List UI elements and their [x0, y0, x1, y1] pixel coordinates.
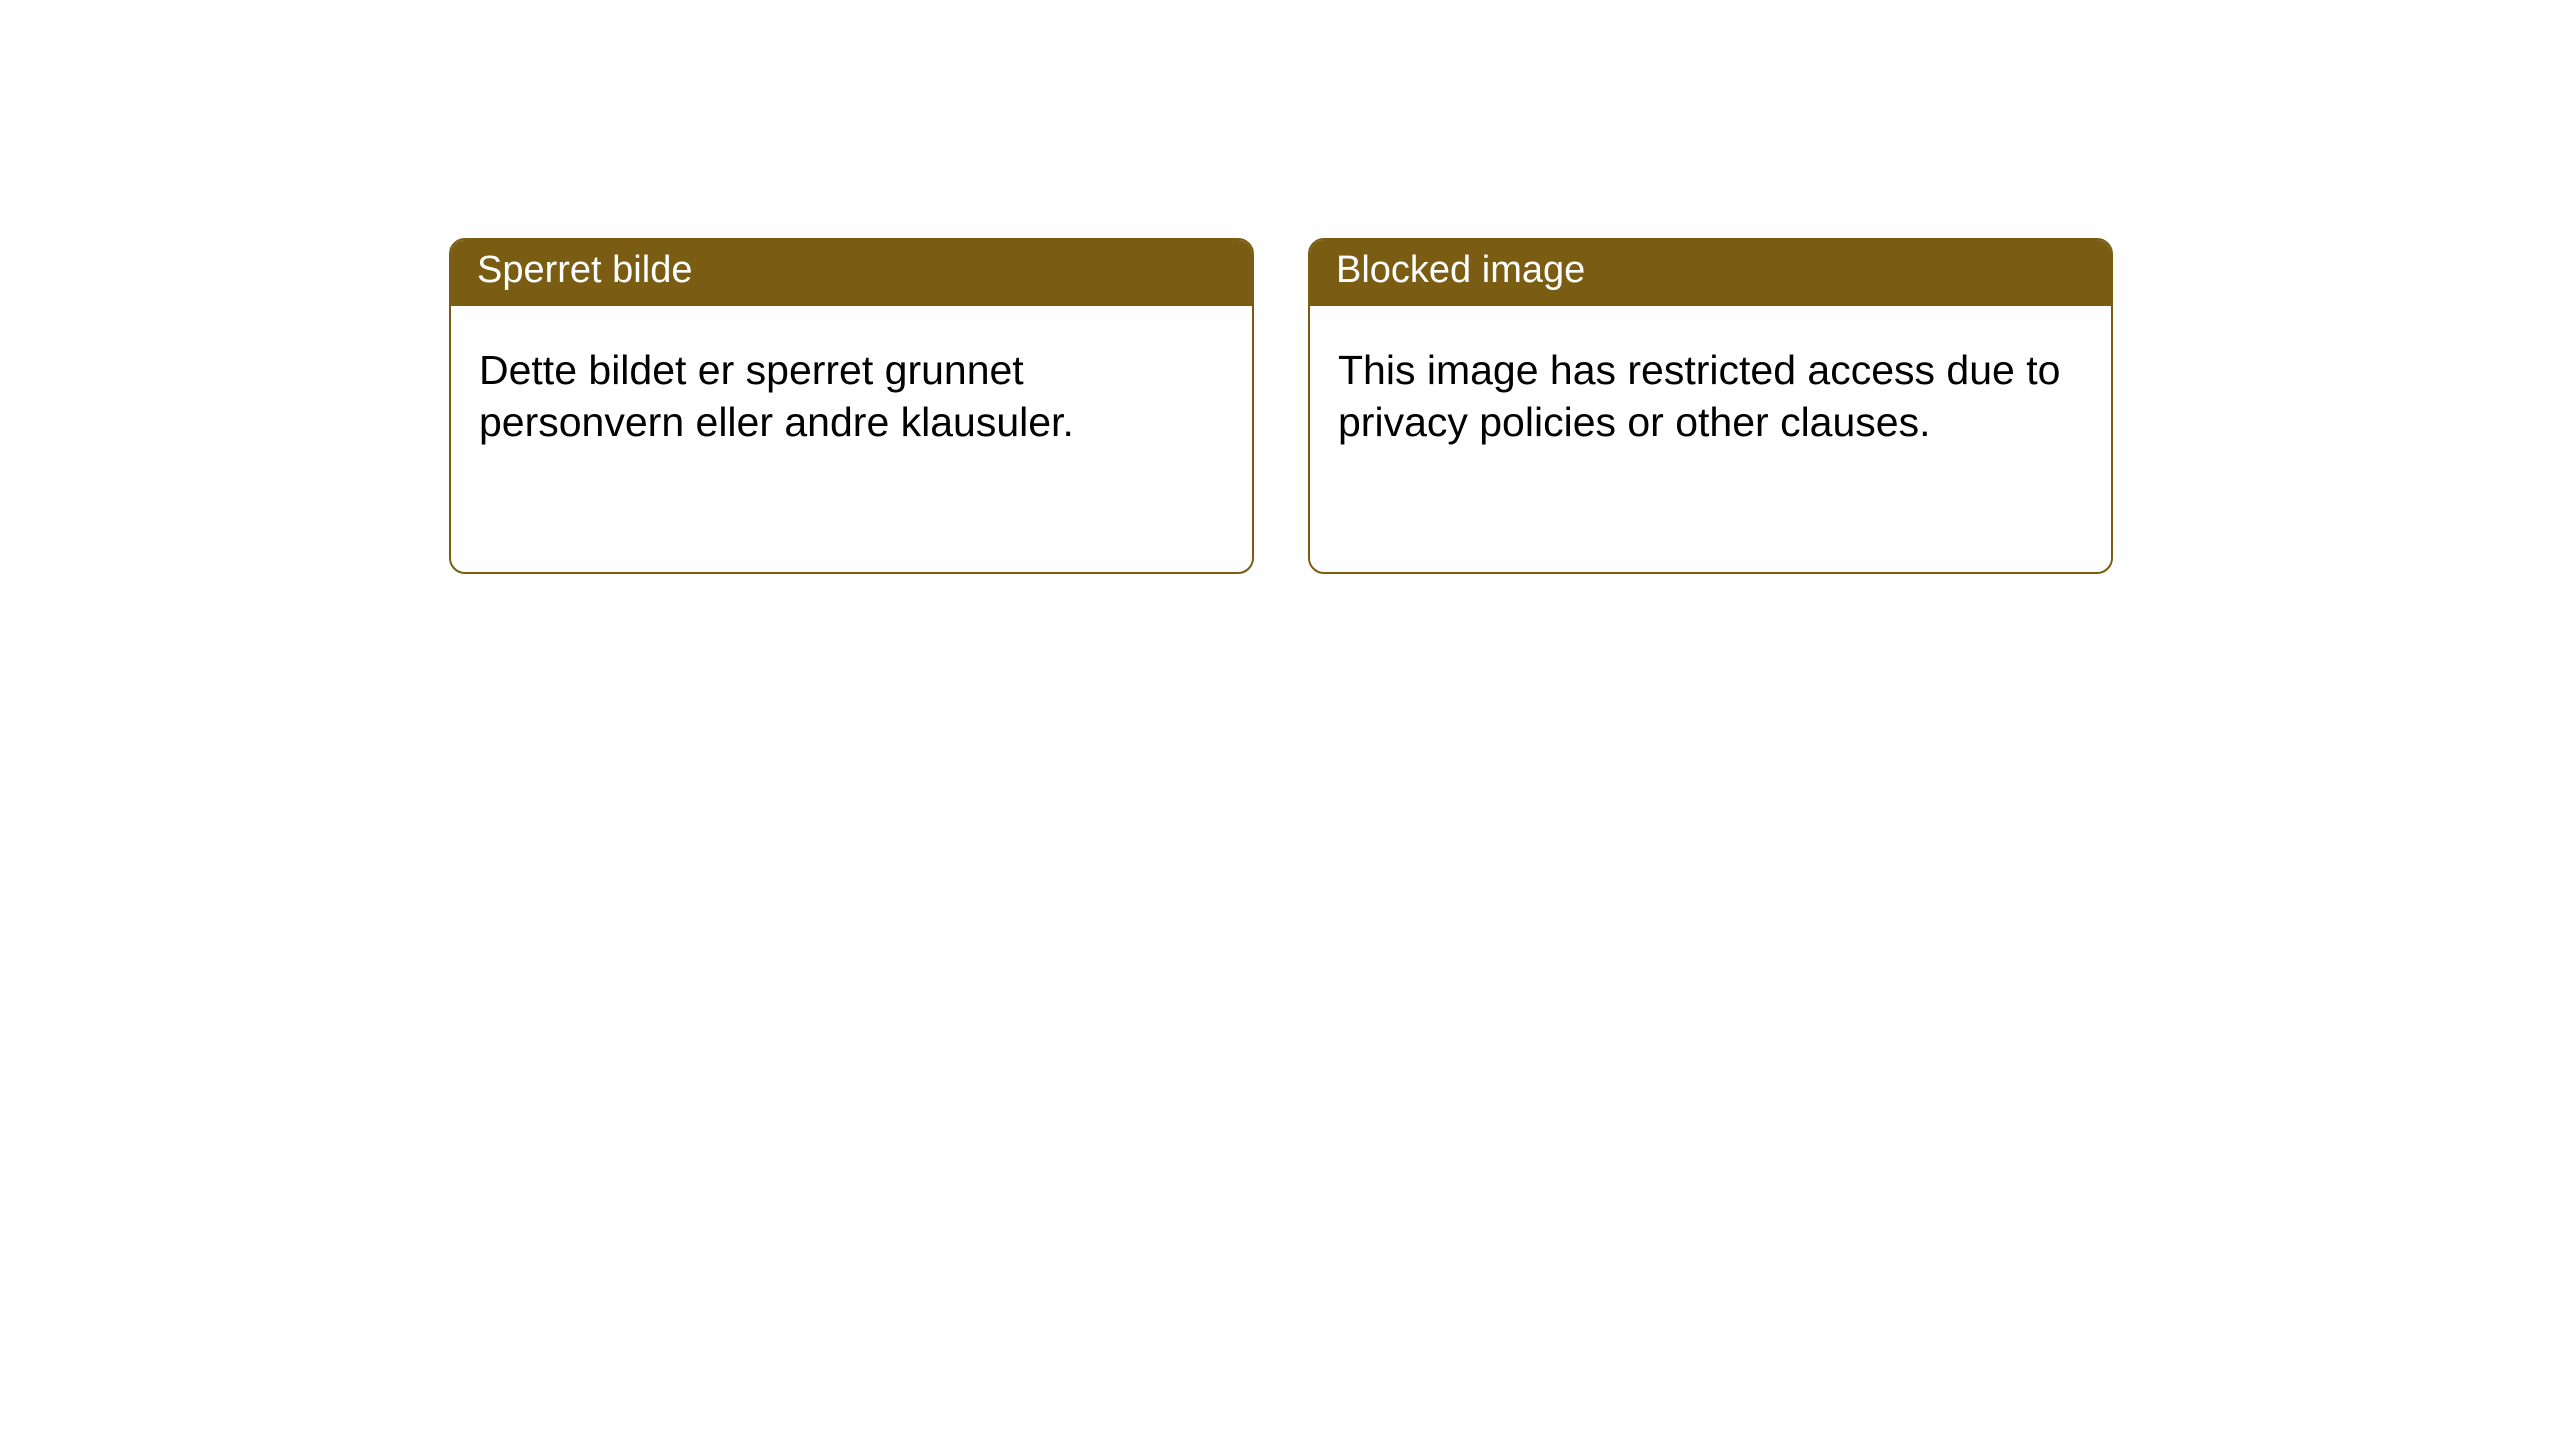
notice-card-english: Blocked image This image has restricted …	[1308, 238, 2113, 574]
notice-card-norwegian: Sperret bilde Dette bildet er sperret gr…	[449, 238, 1254, 574]
notice-container: Sperret bilde Dette bildet er sperret gr…	[0, 0, 2560, 574]
notice-body-norwegian: Dette bildet er sperret grunnet personve…	[451, 306, 1252, 486]
notice-header-norwegian: Sperret bilde	[451, 240, 1252, 306]
notice-body-english: This image has restricted access due to …	[1310, 306, 2111, 486]
notice-header-english: Blocked image	[1310, 240, 2111, 306]
